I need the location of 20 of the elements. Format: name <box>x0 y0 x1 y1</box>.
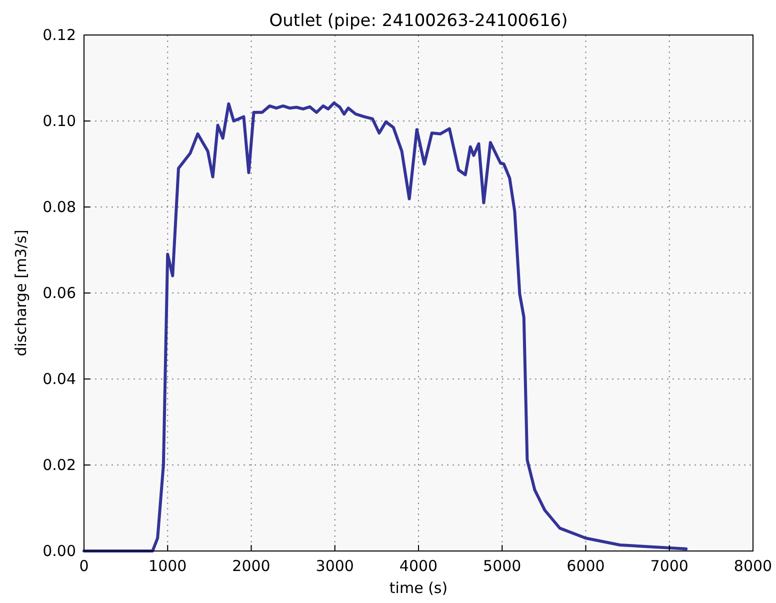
x-tick-label: 0 <box>79 557 89 575</box>
x-tick-label: 1000 <box>148 557 187 575</box>
x-tick-label: 2000 <box>232 557 270 575</box>
y-tick-label: 0.10 <box>42 112 76 130</box>
y-tick-label: 0.12 <box>42 26 76 44</box>
x-axis-title: time (s) <box>389 579 448 597</box>
y-tick-label: 0.04 <box>42 370 76 388</box>
y-tick-label: 0.00 <box>42 542 76 560</box>
x-tick-label: 3000 <box>316 557 354 575</box>
y-tick-label: 0.02 <box>42 456 76 474</box>
y-tick-label: 0.06 <box>42 284 76 302</box>
line-series <box>82 101 688 552</box>
y-tick-label: 0.08 <box>42 198 76 216</box>
chart-title: Outlet (pipe: 24100263-24100616) <box>269 11 568 31</box>
x-tick-label: 7000 <box>650 557 688 575</box>
x-tick-label: 8000 <box>734 557 772 575</box>
x-tick-label: 4000 <box>399 557 438 575</box>
x-tick-label: 5000 <box>483 557 522 575</box>
x-tick-label: 6000 <box>566 557 605 575</box>
y-axis-title: discharge [m3/s] <box>12 230 30 356</box>
